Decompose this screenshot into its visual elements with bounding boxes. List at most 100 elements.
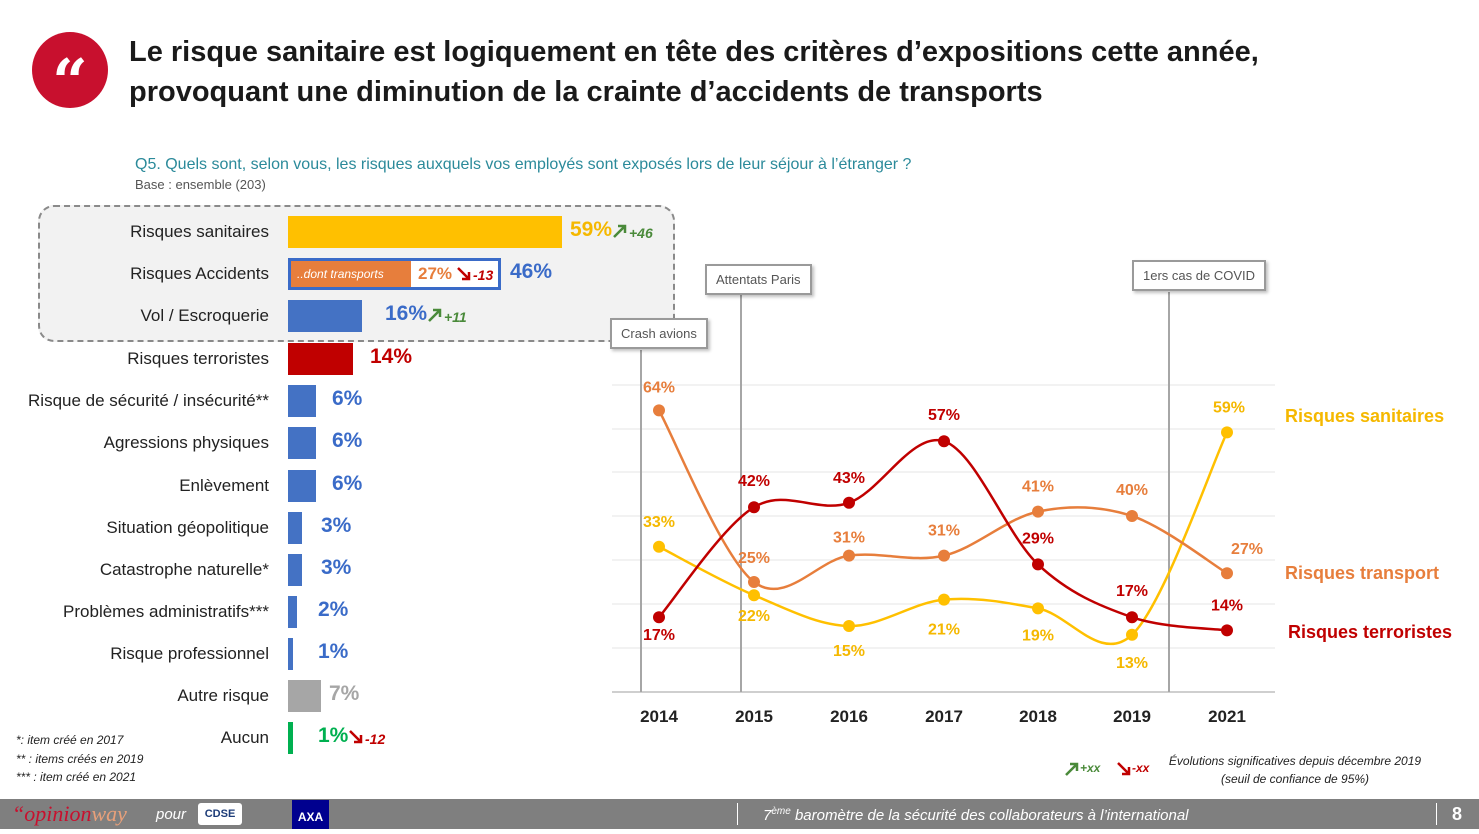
x-tick-label: 2016: [830, 707, 868, 726]
series-legend-label: Risques transport: [1285, 563, 1439, 583]
legend-up-text: +xx: [1080, 761, 1101, 776]
data-label: 43%: [833, 470, 865, 487]
data-point: [843, 620, 855, 632]
bar-value-label: 1%: [318, 640, 349, 663]
footer-bar: [0, 799, 1479, 829]
data-point: [1032, 558, 1044, 571]
bar-category-label: Aucun: [220, 728, 269, 747]
arrow-up-icon: [1065, 762, 1079, 776]
footer-text: 7ème baromètre de la sécurité des collab…: [763, 806, 1189, 824]
data-label: 22%: [738, 608, 770, 625]
data-point: [653, 611, 665, 624]
bar-value-label: 1%: [318, 724, 349, 747]
bar-value-label: 3%: [321, 514, 352, 537]
bar: [288, 427, 316, 459]
footer-caption: baromètre de la sécurité des collaborate…: [790, 807, 1189, 824]
data-point: [653, 404, 665, 417]
legend-down-text: -xx: [1132, 761, 1150, 776]
bar-category-label: Problèmes administratifs***: [63, 602, 269, 621]
title-line-2: provoquant une diminution de la crainte …: [129, 76, 1043, 108]
bar: [288, 680, 321, 712]
data-label: 29%: [1022, 530, 1054, 547]
base-text: Base : ensemble (203): [135, 177, 266, 192]
data-point: [1221, 567, 1233, 580]
x-tick-label: 2014: [640, 707, 678, 726]
bar-value-label: 2%: [318, 598, 349, 621]
bar-category-label: Risques sanitaires: [130, 222, 269, 241]
bar-category-label: Enlèvement: [179, 476, 269, 495]
data-point: [1126, 611, 1138, 624]
data-label: 33%: [643, 514, 675, 531]
legend-up: +xx: [1064, 761, 1100, 777]
x-tick-label: 2015: [735, 707, 773, 726]
evolution-note-line2: (seuil de confiance de 95%): [1220, 772, 1370, 786]
cdse-logo: CDSE: [198, 803, 242, 825]
data-label: 31%: [833, 530, 865, 547]
bar-value-label: 3%: [321, 556, 352, 579]
bar-value-label: 6%: [332, 472, 363, 495]
data-point: [748, 576, 760, 588]
bar: [288, 722, 293, 754]
arrow-down-icon: [1117, 762, 1131, 776]
data-point: [1221, 624, 1233, 637]
data-label: 19%: [1022, 627, 1054, 644]
bar-category-label: Agressions physiques: [103, 433, 269, 452]
bar-evolution: -12: [365, 731, 386, 747]
data-label: 21%: [928, 622, 960, 639]
bar: [288, 596, 297, 628]
data-point: [1126, 510, 1138, 522]
bar-evolution: +11: [444, 309, 467, 325]
bar-value-label: 16%: [385, 302, 428, 325]
x-tick-label: 2019: [1113, 707, 1151, 726]
bar-value-label: 14%: [370, 345, 413, 368]
bar: [288, 216, 562, 248]
data-label: 25%: [738, 550, 770, 567]
bar: [288, 385, 316, 417]
arrow-up-icon: [613, 224, 627, 238]
data-label: 14%: [1211, 597, 1243, 614]
arrow-up-icon: [428, 308, 442, 322]
logo-part1: opinion: [24, 801, 92, 826]
bar: [288, 512, 302, 544]
page-number: 8: [1452, 804, 1463, 824]
bar: [288, 300, 362, 332]
bar-category-label: Risque de sécurité / insécurité**: [28, 391, 269, 410]
series-legend-label: Risques terroristes: [1288, 622, 1452, 642]
data-label: 57%: [928, 407, 960, 424]
bar: [288, 343, 353, 375]
data-label: 27%: [1231, 541, 1263, 558]
data-label: 17%: [1116, 583, 1148, 600]
arrow-down-icon: [457, 267, 471, 281]
bar-value-label: 6%: [332, 429, 363, 452]
data-label: 17%: [643, 627, 675, 644]
bar-category-label: Risque professionnel: [110, 644, 269, 663]
footer-separator: [737, 803, 738, 825]
footnote-3: *** : item créé en 2021: [16, 770, 137, 784]
bar-category-label: Risques terroristes: [127, 349, 269, 368]
question-text: Q5. Quels sont, selon vous, les risques …: [135, 156, 912, 173]
data-label: 59%: [1213, 399, 1245, 416]
sub-item-value: 27%: [418, 264, 453, 283]
footnote-1: *: item créé en 2017: [16, 733, 124, 747]
data-point: [748, 589, 760, 602]
footer-pour: pour: [156, 806, 187, 823]
logo-quote: “: [12, 801, 25, 826]
data-label: 13%: [1116, 655, 1148, 672]
bar: [288, 470, 316, 502]
bar-category-label: Catastrophe naturelle*: [99, 560, 269, 579]
data-point: [748, 501, 760, 514]
bar-category-label: Autre risque: [177, 686, 269, 705]
footer-ordinal: 7: [763, 807, 772, 824]
bar: [288, 554, 302, 586]
axa-logo: AXA: [292, 800, 329, 829]
data-label: 41%: [1022, 479, 1054, 496]
data-point: [843, 549, 855, 562]
opinionway-logo: “opinionway: [12, 801, 127, 827]
bar-value-label: 6%: [332, 387, 363, 410]
x-tick-label: 2021: [1208, 707, 1246, 726]
page-title: Le risque sanitaire est logiquement en t…: [129, 32, 1259, 112]
footer-sup: ème: [771, 806, 791, 817]
sub-item-evolution: -13: [473, 267, 494, 283]
footer-separator-2: [1436, 803, 1437, 825]
data-label: 15%: [833, 643, 865, 660]
